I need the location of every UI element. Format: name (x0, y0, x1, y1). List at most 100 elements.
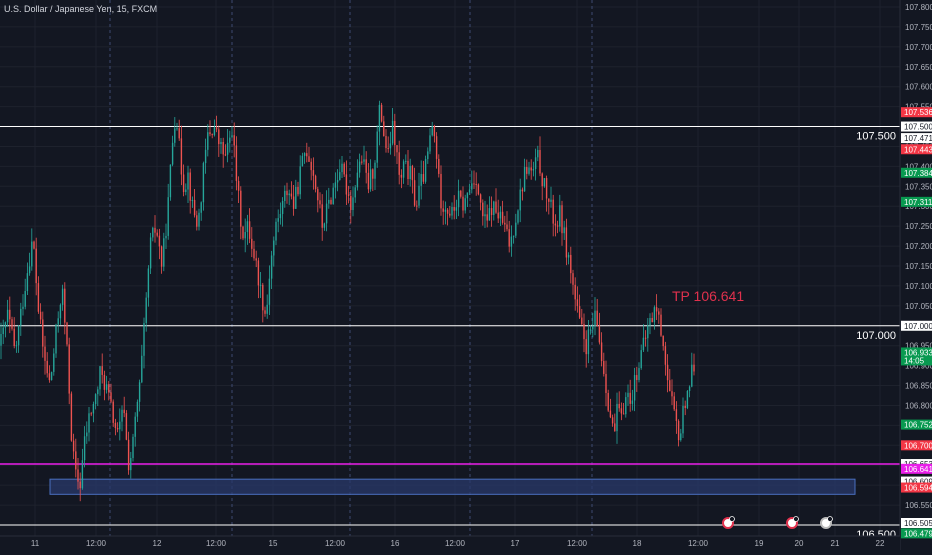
candle-body (226, 142, 229, 155)
candle-body (193, 199, 196, 216)
candle-body (88, 413, 90, 433)
price-badge-label: 107.443 (904, 145, 932, 154)
candle-body (28, 266, 31, 274)
candle-body (229, 137, 231, 143)
horizontal-level-label: 107.500 (856, 131, 896, 143)
candle-body (620, 408, 623, 414)
candle-body (440, 173, 442, 209)
candle-body (587, 329, 590, 355)
candle-body (543, 178, 546, 187)
event-count-icon (793, 516, 799, 522)
candle-body (160, 246, 163, 267)
candle-body (231, 135, 233, 138)
price-badge-label: 106.700 (904, 441, 932, 450)
candle-body (603, 361, 605, 374)
time-axis[interactable] (0, 536, 900, 550)
candle-body (530, 167, 532, 171)
demand-zone[interactable] (49, 478, 856, 495)
candle-body (167, 197, 169, 236)
candle-body (77, 469, 79, 482)
candle-body (218, 129, 220, 145)
candle-body (385, 135, 387, 149)
candle-body (143, 322, 145, 356)
candle-body (20, 308, 22, 326)
candle-body (314, 175, 317, 190)
candle-body (493, 201, 495, 215)
candle-body (114, 422, 117, 428)
candle-body (413, 180, 416, 206)
candle-body (94, 394, 97, 405)
candle-body (473, 183, 475, 185)
candle-body (154, 227, 156, 233)
candle-body (400, 174, 403, 178)
candle-body (457, 190, 460, 208)
candle-body (653, 307, 656, 323)
price-tick-label: 107.350 (905, 182, 932, 191)
candle-body (574, 284, 576, 300)
candle-body (303, 153, 306, 156)
candle-body (288, 193, 290, 196)
candle-body (420, 174, 422, 186)
candle-body (433, 126, 436, 137)
candle-body (207, 132, 209, 150)
candle-body (68, 344, 70, 394)
candle-body (541, 173, 543, 187)
candle-body (495, 201, 497, 213)
candle-body (165, 235, 167, 239)
candle-body (42, 319, 44, 347)
candle-body (429, 135, 431, 152)
candle-body (453, 206, 455, 211)
candle-body (44, 346, 46, 361)
candle-body (607, 392, 609, 411)
candle-body (11, 319, 13, 329)
candle-body (451, 206, 453, 216)
candle-body (224, 154, 227, 156)
price-tick-label: 107.050 (905, 302, 932, 311)
candle-body (325, 203, 328, 224)
candle-body (567, 254, 570, 258)
candle-body (66, 322, 68, 345)
price-badge (901, 463, 932, 474)
price-badge-label: 107.000 (904, 322, 932, 331)
candle-body (13, 328, 15, 347)
candle-body (548, 198, 550, 202)
price-badge-label: 107.536 (904, 108, 932, 117)
candle-body (660, 314, 662, 336)
candle-body (499, 211, 502, 219)
candle-body (281, 200, 284, 214)
candle-body (416, 205, 418, 207)
candle-body (512, 235, 515, 237)
candle-body (6, 309, 9, 323)
candle-body (508, 229, 510, 247)
price-badge-label: 107.384 (904, 169, 932, 178)
candle-body (257, 260, 260, 286)
candle-body (35, 248, 37, 284)
candle-body (521, 189, 524, 192)
candle-body (262, 284, 264, 311)
candle-body (48, 373, 51, 381)
price-tick-label: 107.250 (905, 222, 932, 231)
candle-body (640, 350, 642, 369)
candle-body (488, 208, 491, 221)
candle-body (312, 170, 315, 176)
time-tick-label: 12:00 (445, 539, 466, 548)
candle-body (233, 135, 235, 146)
candle-body (92, 404, 95, 414)
price-badge (901, 347, 932, 358)
event-count-icon (729, 516, 735, 522)
candle-body (284, 190, 286, 201)
candle-body (4, 322, 7, 328)
candle-body (380, 104, 383, 122)
price-badge-label: 106.641 (904, 465, 932, 474)
candle-body (477, 184, 480, 195)
candle-body (497, 212, 499, 219)
price-tick-label: 107.400 (905, 162, 932, 171)
candle-body (24, 291, 26, 307)
candle-body (576, 299, 579, 307)
candle-body (75, 451, 77, 470)
candle-body (402, 161, 405, 178)
price-axis[interactable] (900, 0, 932, 550)
candle-body (264, 310, 266, 314)
